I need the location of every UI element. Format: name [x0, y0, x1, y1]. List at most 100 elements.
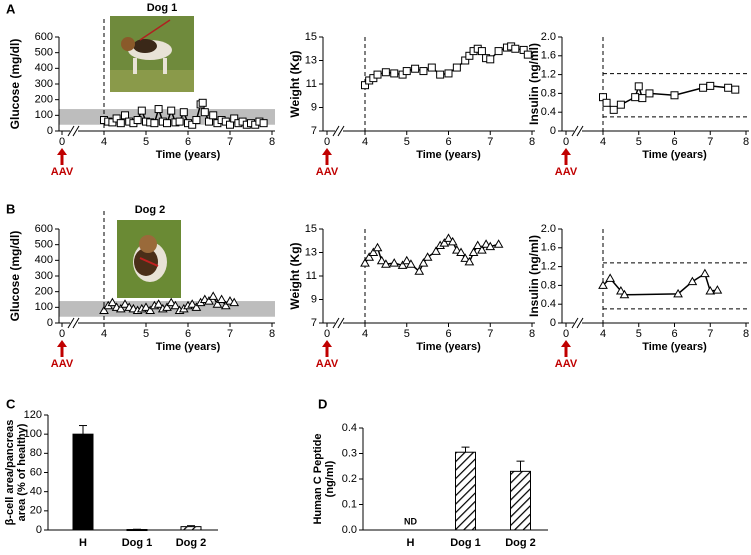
aav-arrowhead: [322, 148, 332, 155]
data-point: [495, 48, 502, 55]
data-point: [151, 120, 158, 127]
y-tick-label: 15: [305, 31, 317, 43]
panel-label: D: [318, 396, 327, 411]
data-point: [374, 244, 382, 251]
data-point: [412, 65, 419, 72]
data-point: [390, 259, 398, 266]
data-point: [424, 253, 432, 260]
dog-photo: [117, 220, 181, 298]
x-tick-label: 6: [185, 136, 191, 148]
x-tick-label: 0: [563, 328, 569, 340]
x-tick-label: 4: [362, 328, 368, 340]
y-tick-label: 40: [30, 486, 42, 498]
y-tick-label: 0.0: [342, 524, 357, 536]
y-tick-label: 1.6: [541, 242, 556, 254]
data-point: [512, 45, 519, 52]
y-tick-label: 200: [35, 94, 53, 106]
data-point: [732, 86, 739, 93]
data-point: [639, 95, 646, 102]
data-point: [700, 84, 707, 91]
y-axis-label: Insulin (ng/ml): [527, 235, 541, 317]
y-tick-label: 0.8: [541, 87, 556, 99]
data-point: [193, 117, 200, 124]
data-point: [701, 270, 709, 277]
chart-title: Dog 1: [147, 2, 178, 14]
y-tick-label: 11: [306, 78, 317, 90]
data-point: [420, 68, 427, 75]
x-axis-label: Time (years): [416, 149, 481, 161]
y-tick-label: 0: [550, 125, 556, 137]
panel-label: B: [6, 201, 15, 216]
data-point: [199, 99, 206, 106]
data-point: [437, 71, 444, 78]
y-tick-label: 120: [24, 409, 42, 421]
y-tick-label: 600: [35, 223, 53, 235]
data-point: [176, 118, 183, 125]
y-tick-label: 0.8: [541, 279, 556, 291]
data-line: [365, 46, 528, 85]
data-point: [495, 240, 503, 247]
y-tick-label: 0: [36, 524, 42, 536]
data-point: [707, 82, 714, 89]
data-point: [391, 70, 398, 77]
panel-label: C: [6, 396, 16, 411]
y-tick-label: 13: [305, 246, 317, 258]
x-tick-label: Dog 1: [450, 537, 481, 549]
dog-photo: [110, 16, 194, 92]
y-axis-label: β-cell area/pancreas: [4, 420, 16, 526]
data-point: [117, 120, 124, 127]
y-tick-label: 500: [35, 239, 53, 251]
data-point: [606, 274, 614, 281]
x-tick-label: 6: [445, 136, 451, 148]
data-point: [382, 69, 389, 76]
data-point: [646, 90, 653, 97]
data-point: [635, 83, 642, 90]
y-tick-label: 0.1: [342, 498, 357, 510]
x-tick-label: 6: [445, 328, 451, 340]
x-tick-label: 0: [59, 328, 65, 340]
x-tick-label: 0: [324, 136, 330, 148]
error-bar: [79, 426, 87, 435]
annotation: AAV: [555, 358, 578, 370]
x-tick-label: 7: [487, 328, 493, 340]
x-axis-label: Time (years): [642, 341, 707, 353]
data-point: [632, 94, 639, 101]
x-tick-label: Dog 2: [176, 537, 207, 549]
x-axis-label: Time (years): [642, 149, 707, 161]
y-tick-label: 9: [311, 101, 317, 113]
x-tick-label: 5: [404, 136, 410, 148]
y-tick-label: 500: [35, 47, 53, 59]
y-tick-label: 0.4: [541, 298, 556, 310]
aav-arrowhead: [322, 340, 332, 347]
y-axis-label: Human C Peptide: [312, 433, 324, 524]
x-tick-label: Dog 1: [122, 537, 153, 549]
y-tick-label: 20: [30, 505, 42, 517]
aav-arrowhead: [57, 340, 67, 347]
y-tick-label: 7: [311, 317, 317, 329]
data-point: [617, 101, 624, 108]
y-tick-label: 100: [35, 109, 53, 121]
x-tick-label: 5: [404, 328, 410, 340]
x-tick-label: 7: [487, 136, 493, 148]
chart-title: Dog 2: [135, 204, 166, 216]
y-axis-label: Weight (Kg): [288, 50, 302, 117]
x-tick-label: 5: [636, 328, 642, 340]
data-point: [260, 120, 267, 127]
y-tick-label: 0: [47, 317, 53, 329]
bar: [511, 471, 531, 530]
y-tick-label: 1.2: [541, 261, 556, 273]
y-tick-label: 300: [35, 78, 53, 90]
data-point: [155, 106, 162, 113]
annotation: AAV: [51, 358, 74, 370]
y-tick-label: 2.0: [541, 223, 556, 235]
y-tick-label: 400: [35, 62, 53, 74]
y-tick-label: 60: [30, 466, 42, 478]
data-point: [374, 71, 381, 78]
x-tick-label: 0: [563, 136, 569, 148]
aav-arrowhead: [561, 148, 571, 155]
x-tick-label: 0: [59, 136, 65, 148]
y-tick-label: 0.4: [541, 106, 556, 118]
y-tick-label: 300: [35, 270, 53, 282]
y-tick-label: 7: [311, 125, 317, 137]
y-tick-label: 200: [35, 286, 53, 298]
